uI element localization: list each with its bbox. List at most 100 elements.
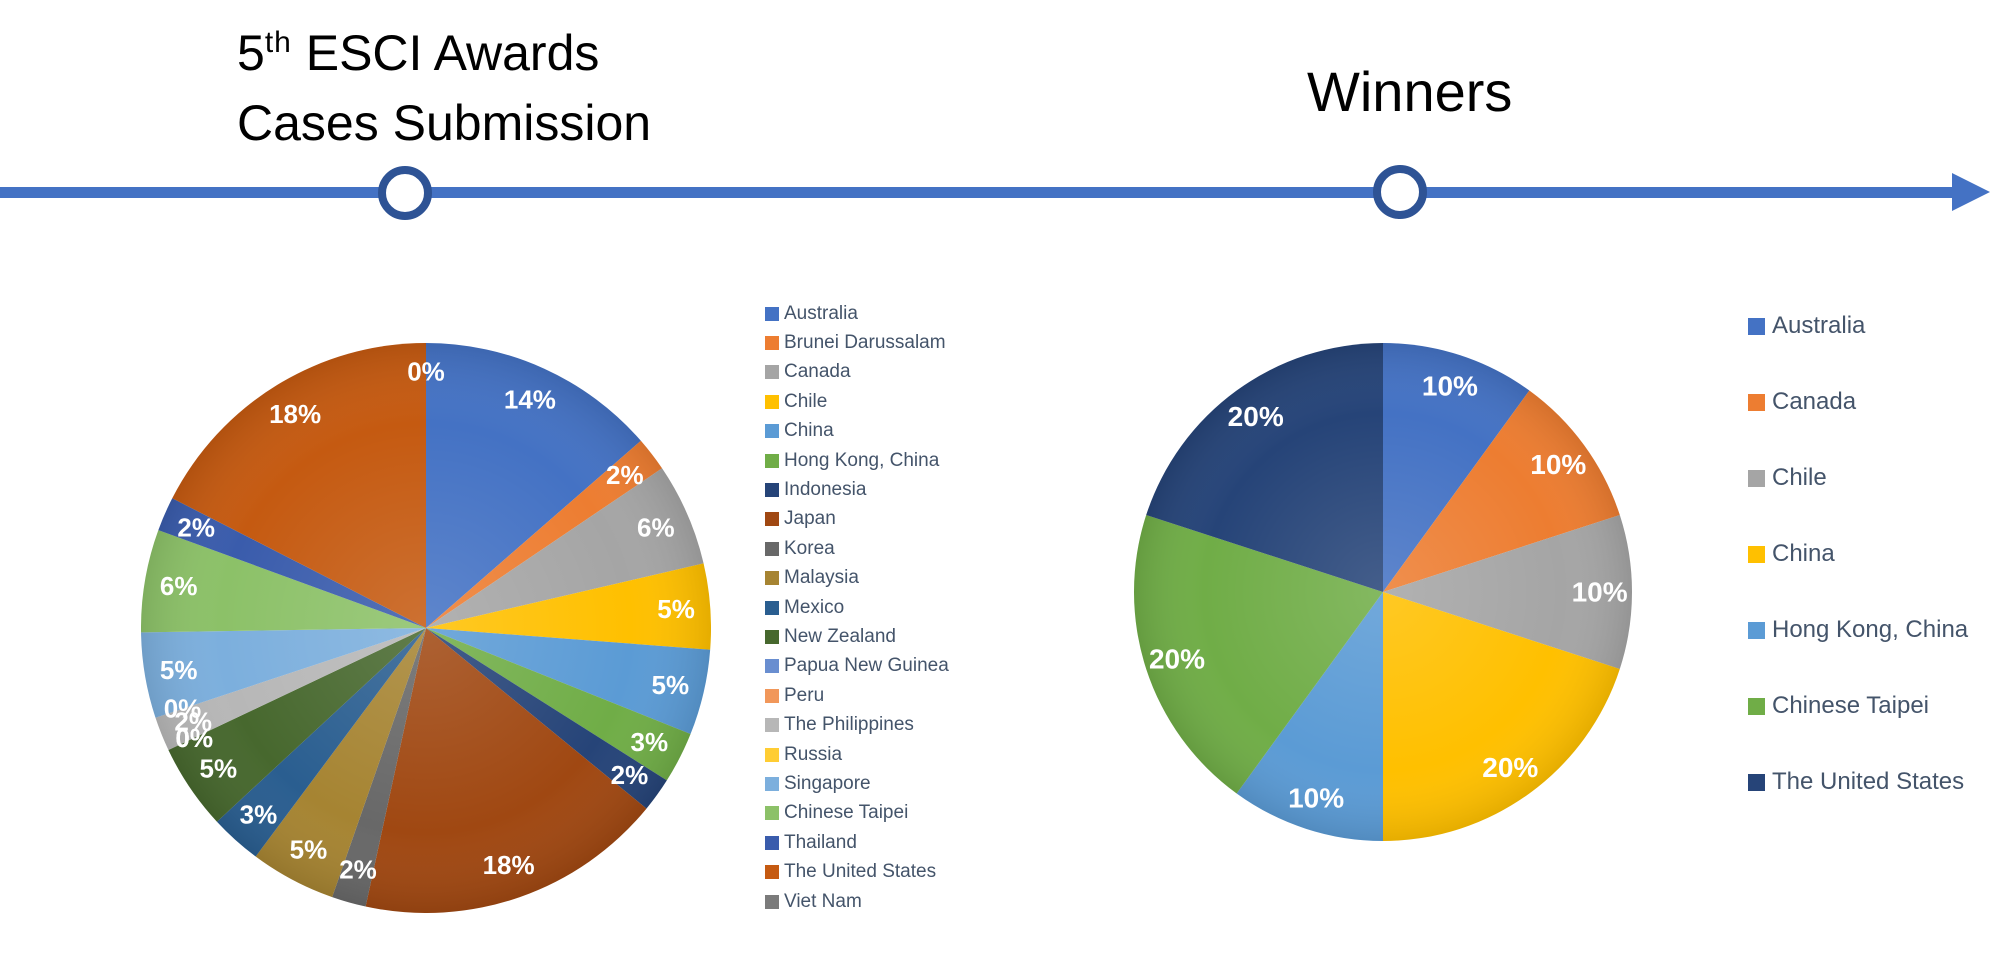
legend-swatch-icon [765, 835, 779, 850]
legend-swatch-icon [765, 571, 779, 586]
legend-swatch-icon [765, 453, 779, 468]
legend-item-australia: Australia [1748, 288, 1968, 364]
legend-item-hong-kong-china: Hong Kong, China [1748, 592, 1968, 668]
legend-label: Canada [784, 361, 851, 383]
pie-data-label-the-philippines: 2% [174, 706, 212, 736]
legend-label: Chinese Taipei [784, 802, 909, 824]
legend-swatch-icon [765, 718, 779, 733]
legend-label: The Philippines [784, 714, 914, 736]
legend-item-viet-nam: Viet Nam [765, 887, 949, 916]
winners-pie-chart: 10% 10% 10% 20% 10% 20% 20% [1134, 343, 1632, 841]
legend-label: The United States [784, 861, 937, 883]
legend-item-chinese-taipei: Chinese Taipei [765, 799, 949, 828]
pie-data-label-viet-nam: 0% [407, 357, 445, 387]
legend-swatch-icon [1748, 317, 1765, 335]
timeline-line [0, 187, 1954, 198]
legend-label: Malaysia [784, 567, 859, 589]
legend-item-the-united-states: The United States [1748, 744, 1968, 820]
legend-label: Russia [784, 743, 843, 765]
legend-label: Chile [1772, 464, 1827, 491]
legend-swatch-icon [765, 776, 779, 791]
legend-item-the-united-states: The United States [765, 857, 949, 886]
legend-item-hong-kong-china: Hong Kong, China [765, 446, 949, 475]
legend-item-malaysia: Malaysia [765, 564, 949, 593]
legend-swatch-icon [1748, 773, 1765, 791]
legend-label: Australia [784, 302, 858, 324]
legend-label: Australia [1772, 312, 1866, 339]
legend-label: New Zealand [784, 625, 896, 647]
legend-swatch-icon [765, 424, 779, 439]
submission-legend: Australia Brunei Darussalam Canada Chile Chi… [765, 299, 949, 916]
legend-item-peru: Peru [765, 681, 949, 710]
legend-label: Mexico [784, 596, 845, 618]
pie-data-label-russia: 0% [164, 694, 202, 724]
submission-title: 5th ESCI Awards Cases Submission [237, 8, 651, 158]
legend-item-indonesia: Indonesia [765, 475, 949, 504]
legend-item-papua-new-guinea: Papua New Guinea [765, 652, 949, 681]
legend-swatch-icon [765, 365, 779, 380]
submission-title-line2: Cases Submission [237, 95, 652, 151]
winners-title: Winners [1307, 60, 1513, 123]
legend-swatch-icon [765, 483, 779, 498]
pie-data-label-indonesia: 2% [611, 760, 649, 790]
legend-swatch-icon [765, 512, 779, 527]
legend-item-chile: Chile [1748, 440, 1968, 516]
timeline-arrow-icon [1952, 173, 1990, 211]
legend-item-new-zealand: New Zealand [765, 622, 949, 651]
legend-swatch-icon [765, 894, 779, 909]
pie-data-label-japan: 18% [483, 850, 535, 880]
submission-title-line1: 5th ESCI Awards [237, 25, 600, 81]
legend-swatch-icon [1748, 393, 1765, 411]
legend-swatch-icon [765, 747, 779, 762]
legend-label: Hong Kong, China [1772, 616, 1969, 643]
legend-item-thailand: Thailand [765, 828, 949, 857]
legend-label: Chinese Taipei [1772, 692, 1929, 719]
pie-data-label-the-united-states: 18% [269, 399, 321, 429]
legend-item-china: China [1748, 516, 1968, 592]
pie-data-label-chile: 5% [657, 594, 695, 624]
pie-data-label-the-united-states: 20% [1228, 401, 1284, 432]
pie-data-label-chile: 10% [1572, 577, 1628, 608]
legend-label: Brunei Darussalam [784, 332, 946, 354]
pie-data-label-chinese-taipei: 6% [160, 571, 198, 601]
legend-item-russia: Russia [765, 740, 949, 769]
legend-label: Singapore [784, 772, 871, 794]
legend-swatch-icon [765, 865, 779, 880]
pie-data-label-china: 20% [1482, 752, 1538, 783]
winners-legend: Australia Canada Chile China Hong Kong, Chin… [1748, 288, 1968, 820]
pie-data-label-hong-kong-china: 10% [1288, 783, 1344, 814]
legend-swatch-icon [1748, 697, 1765, 715]
legend-label: The United States [1772, 768, 1965, 795]
legend-swatch-icon [765, 306, 779, 321]
pie-shading-overlay [1134, 343, 1632, 841]
legend-item-china: China [765, 417, 949, 446]
legend-label: Korea [784, 537, 835, 559]
legend-swatch-icon [1748, 621, 1765, 639]
legend-label: Papua New Guinea [784, 655, 949, 677]
legend-item-chile: Chile [765, 387, 949, 416]
pie-data-label-australia: 14% [504, 385, 556, 415]
pie-shading-overlay [141, 343, 711, 913]
pie-data-label-papua-new-guinea: 0% [175, 723, 213, 753]
pie-data-label-canada: 10% [1530, 449, 1586, 480]
legend-swatch-icon [765, 688, 779, 703]
legend-label: Hong Kong, China [784, 449, 940, 471]
legend-label: Thailand [784, 831, 857, 853]
legend-label: Viet Nam [784, 890, 862, 912]
pie-data-label-hong-kong-china: 3% [631, 727, 669, 757]
legend-item-chinese-taipei: Chinese Taipei [1748, 668, 1968, 744]
pie-data-label-peru: 0% [175, 723, 213, 753]
pie-data-label-canada: 6% [637, 513, 675, 543]
legend-swatch-icon [765, 541, 779, 556]
legend-item-mexico: Mexico [765, 593, 949, 622]
legend-item-brunei-darussalam: Brunei Darussalam [765, 328, 949, 357]
legend-item-korea: Korea [765, 534, 949, 563]
pie-data-label-brunei-darussalam: 2% [606, 460, 644, 490]
pie-data-label-china: 5% [652, 670, 690, 700]
ordinal-superscript: th [264, 26, 292, 59]
legend-label: China [784, 420, 834, 442]
legend-item-canada: Canada [765, 358, 949, 387]
legend-swatch-icon [765, 629, 779, 644]
pie-data-label-new-zealand: 5% [200, 754, 238, 784]
